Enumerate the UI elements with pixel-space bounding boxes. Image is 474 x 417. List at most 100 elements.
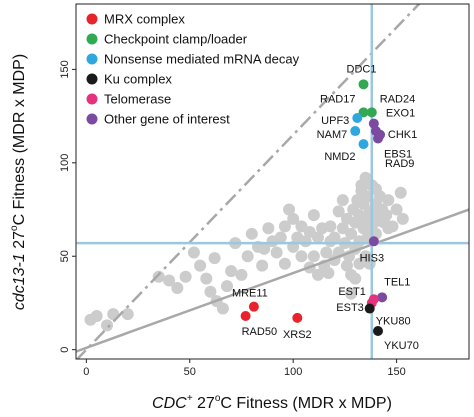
- background-point: [380, 209, 393, 222]
- background-point: [220, 280, 233, 293]
- background-point: [121, 308, 134, 321]
- background-point: [258, 242, 271, 255]
- y-tick-label: 100: [59, 154, 71, 172]
- legend-label: Nonsense mediated mRNA decay: [104, 52, 300, 67]
- background-point: [345, 227, 358, 240]
- x-tick-label: 50: [184, 366, 196, 378]
- gene-point-his3: [368, 236, 379, 247]
- background-point: [225, 265, 238, 278]
- legend-marker: [86, 13, 98, 25]
- background-point: [163, 274, 176, 287]
- background-point: [287, 212, 300, 225]
- background-point: [332, 205, 345, 218]
- background-point: [262, 222, 275, 235]
- point-label-rad24: RAD24: [380, 93, 415, 105]
- legend-label: Other gene of interest: [104, 112, 230, 127]
- diagonal-line: [76, 4, 421, 359]
- point-label-yku80: YKU80: [376, 316, 411, 328]
- background-point: [200, 272, 213, 285]
- background-point: [390, 203, 403, 216]
- legend-label: Telomerase: [104, 92, 171, 107]
- background-point: [208, 252, 221, 265]
- gene-point-rad50: [240, 311, 251, 322]
- point-label-yku70: YKU70: [384, 340, 419, 352]
- background-point: [270, 246, 283, 259]
- background-point: [101, 319, 114, 332]
- background-point: [278, 220, 291, 233]
- background-point: [274, 231, 287, 244]
- gene-point-ddc1: [358, 79, 369, 90]
- point-label-nmd2: NMD2: [324, 151, 355, 163]
- legend-marker: [86, 33, 98, 45]
- point-label-chk1: CHK1: [388, 129, 417, 141]
- background-point: [345, 287, 358, 300]
- background-point: [349, 272, 362, 285]
- point-label-xrs2: XRS2: [283, 329, 312, 341]
- background-point: [394, 186, 407, 199]
- point-label-rad17: RAD17: [320, 93, 355, 105]
- background-point: [307, 250, 320, 263]
- gene-point-yku80: [364, 303, 375, 314]
- background-point: [307, 209, 320, 222]
- regression-line: [76, 208, 469, 353]
- x-tick-label: 0: [83, 366, 89, 378]
- gene-point-rad24: [366, 107, 377, 118]
- y-tick-label: 150: [59, 60, 71, 78]
- legend-label: MRX complex: [104, 12, 185, 27]
- gene-point-nam7: [350, 126, 361, 137]
- gene-point-yku70: [372, 325, 383, 336]
- background-point: [340, 259, 353, 272]
- background-point: [216, 302, 229, 315]
- gene-point-nmd2: [358, 139, 369, 150]
- background-point: [245, 227, 258, 240]
- x-axis-title: CDC+ 27oC Fitness (MDR x MDP): [152, 393, 392, 412]
- point-label-tel1: TEL1: [384, 276, 410, 288]
- gene-point-tel1: [377, 292, 388, 303]
- legend-marker: [86, 53, 98, 65]
- background-point: [204, 285, 217, 298]
- y-axis-title: cdc13-1 27oC Fitness (MDR x MDP): [9, 54, 28, 310]
- background-point: [336, 194, 349, 207]
- gene-point-mre11: [248, 301, 259, 312]
- legend-marker: [86, 113, 98, 125]
- point-label-est1: EST1: [338, 286, 366, 298]
- point-label-rad9: RAD9: [385, 158, 414, 170]
- background-point: [194, 259, 207, 272]
- gene-point-xrs2: [292, 312, 303, 323]
- plot-frame: [75, 3, 470, 360]
- x-tick-label: 100: [284, 366, 302, 378]
- point-label-mre11: MRE11: [232, 288, 268, 300]
- legend-label: Ku complex: [104, 72, 172, 87]
- background-point: [328, 231, 341, 244]
- background-point: [256, 259, 269, 272]
- x-tick-label: 150: [387, 366, 405, 378]
- background-point: [312, 231, 325, 244]
- background-point: [382, 222, 395, 235]
- y-tick-label: 50: [59, 250, 71, 262]
- point-label-upf3: UPF3: [321, 115, 349, 127]
- point-label-ddc1: DDC1: [347, 63, 377, 75]
- point-label-rad50: RAD50: [242, 326, 277, 338]
- point-label-exo1: EXO1: [386, 108, 415, 120]
- background-point: [295, 250, 308, 263]
- background-point: [90, 310, 103, 323]
- point-label-est3: EST3: [336, 302, 364, 314]
- y-tick-label: 0: [59, 347, 71, 353]
- background-point: [396, 212, 409, 225]
- background-point: [324, 220, 337, 233]
- background-point: [320, 246, 333, 259]
- legend-label: Checkpoint clamp/loader: [104, 32, 248, 47]
- background-point: [359, 171, 372, 184]
- background-point: [312, 268, 325, 281]
- legend: MRX complex Checkpoint clamp/loader Nonsen…: [86, 12, 300, 127]
- background-point: [179, 270, 192, 283]
- gene-point-upf3: [352, 112, 363, 123]
- background-point: [283, 203, 296, 216]
- background-point: [241, 250, 254, 263]
- background-point: [187, 246, 200, 259]
- point-label-ebs1: EBS1: [384, 149, 412, 161]
- point-label-nam7: NAM7: [317, 129, 348, 141]
- background-point: [382, 194, 395, 207]
- background-point: [278, 257, 291, 270]
